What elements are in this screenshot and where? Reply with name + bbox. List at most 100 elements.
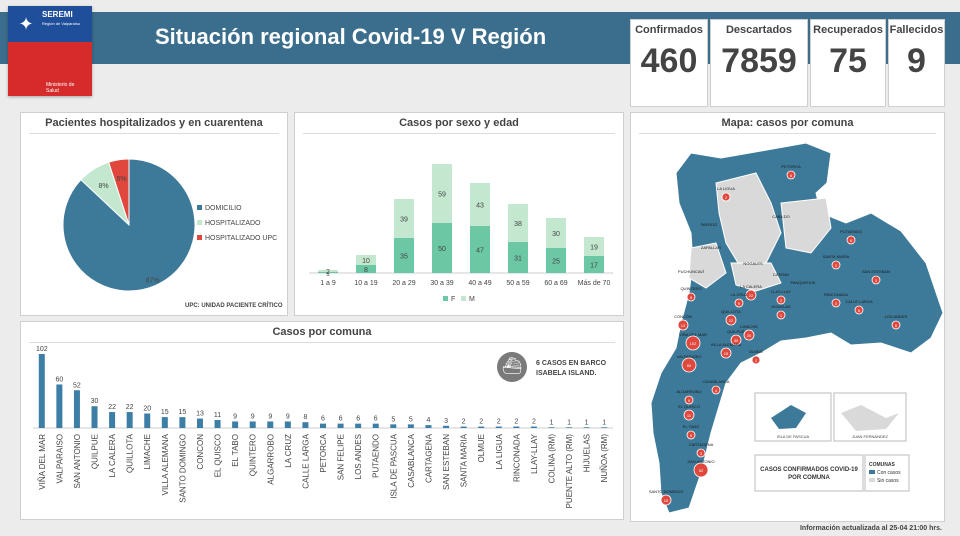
island2-label: JUAN FERNÁNDEZ: [852, 434, 889, 439]
bar-data-label: 9: [233, 413, 237, 420]
map-comuna-label: CARTAGENA: [689, 442, 714, 447]
bar-data-label: 31: [514, 256, 522, 263]
kpi-label: Descartados: [725, 24, 793, 36]
map-case-marker: [725, 314, 737, 326]
comuna-bar-2: [73, 390, 80, 428]
ship-note-line1: 6 CASOS EN BARCO: [536, 360, 607, 367]
x-tick-label: 10 a 19: [354, 280, 377, 287]
divider: [29, 133, 279, 134]
comuna-panel: Casos por comuna 102 VIÑA DEL MAR 60 VALPAR…: [20, 321, 624, 520]
comuna-bar-25: [478, 426, 485, 428]
x-tick-label: PETORCA: [319, 433, 328, 472]
logo-blue-block: [8, 6, 92, 42]
map-case-marker: [786, 170, 796, 180]
map-case-count: 15: [724, 351, 729, 356]
bar-data-label: 10: [362, 258, 370, 265]
kpi-value: 75: [829, 42, 867, 80]
x-tick-label: PUENTE ALTO (RM): [565, 434, 574, 509]
bar-data-label: 2: [532, 419, 536, 426]
ship-note: 6 CASOS EN BARCO ISABELA ISLAND.: [536, 359, 606, 379]
map-comuna-label: SAN ESTEBAN: [862, 269, 890, 274]
map-case-marker: [686, 430, 696, 440]
map-case-marker: [696, 448, 706, 458]
comuna-bar-28: [530, 426, 537, 428]
bar-data-label: 38: [514, 221, 522, 228]
bar-data-label: 43: [476, 203, 484, 210]
comuna-bar-0: [38, 354, 45, 428]
map-case-count: 2: [835, 301, 838, 306]
island-jf-shape: [841, 405, 899, 431]
comuna-bar-23: [443, 425, 450, 428]
comuna-bar-22: [425, 425, 432, 428]
map-case-marker: [743, 329, 755, 341]
comuna-bar-18: [355, 423, 362, 428]
map-case-marker: [721, 192, 731, 202]
legend-swatch-m: [461, 296, 466, 301]
divider: [639, 133, 936, 134]
map-case-marker: [871, 275, 881, 285]
sex-age-title: Casos por sexo y edad: [399, 117, 519, 129]
comuna-bar-12: [249, 421, 256, 428]
x-tick-label: VILLA ALEMANA: [161, 433, 170, 495]
x-tick-label: HIJUELAS: [583, 434, 592, 472]
kpi-value: 460: [640, 42, 698, 80]
map-comuna-label: QUILLOTA: [721, 309, 741, 314]
map-case-count: 9: [738, 301, 741, 306]
kpi-value: 7859: [721, 42, 797, 80]
comuna-bar-15: [302, 422, 309, 428]
pie-chart: 5% 8% 87%: [62, 158, 196, 292]
map-case-count: 2: [780, 298, 783, 303]
bar-data-label: 47: [476, 248, 484, 255]
map-case-count: 13: [681, 323, 686, 328]
comuna-bar-31: [583, 427, 590, 428]
map-case-count: 2: [755, 358, 758, 363]
bar-data-label: 4: [427, 417, 431, 424]
bar-M-0: [318, 270, 338, 272]
x-tick-label: LIMACHE: [143, 434, 152, 470]
legend-swatch: [197, 205, 202, 210]
comuna-bar-20: [390, 424, 397, 428]
bar-data-label: 15: [178, 409, 186, 416]
comuna-bar-17: [337, 423, 344, 428]
x-tick-label: VALPARAISO: [55, 434, 64, 484]
bar-M-4: [470, 183, 490, 226]
region-map: PETORCA 6 LA LIGUA 2 CABILDO PAPUDO ZAPALLAR PU…: [649, 142, 944, 514]
map-comuna-label: VIÑA DEL MAR: [679, 332, 707, 337]
logo-ministry: Ministerio de Salud: [46, 82, 74, 94]
kpi-label: Recuperados: [813, 24, 883, 36]
x-tick-label: SANTA MARIA: [460, 433, 469, 487]
map-case-marker: [734, 298, 744, 308]
kpi-value: 9: [907, 42, 926, 80]
bar-data-label: 39: [400, 217, 408, 224]
bar-data-label: 6: [374, 416, 378, 423]
coat-of-arms-icon: ✦: [18, 14, 34, 34]
comuna-bar-16: [320, 423, 326, 428]
pie-legend-domicilio: DOMICILIO: [197, 205, 242, 212]
x-tick-label: SAN ANTONIO: [73, 434, 82, 489]
legend-swatch: [197, 235, 202, 240]
x-tick-label: SAN FELIPE: [337, 434, 346, 480]
bar-F-6: [546, 248, 566, 273]
bar-M-5: [508, 204, 528, 242]
ship-note-line2: ISABELA ISLAND.: [536, 370, 597, 377]
bar-data-label: 30: [552, 231, 560, 238]
x-tick-label: 30 a 39: [430, 280, 453, 287]
seremi-logo: ✦ SEREMI Región de Valparaíso Ministerio…: [8, 6, 92, 96]
x-tick-label: NUÑOA (RM): [600, 434, 609, 483]
pie-legend-upc: HOSPITALIZADO UPC: [197, 235, 277, 242]
map-key-title: COMUNAS: [869, 462, 895, 468]
map-case-marker: [720, 347, 732, 359]
x-tick-label: 50 a 59: [506, 280, 529, 287]
map-case-marker: [681, 357, 697, 373]
comuna-bar-24: [460, 426, 467, 428]
comuna-bar-19: [372, 423, 379, 428]
map-case-count: 9: [690, 295, 693, 300]
kpi-confirmados: Confirmados 460: [630, 19, 708, 107]
map-comuna-label: PAPUDO: [701, 222, 718, 227]
bar-data-label: 30: [91, 398, 99, 405]
bar-F-7: [584, 256, 604, 273]
bar-M-7: [584, 237, 604, 256]
map-case-marker: [685, 335, 701, 351]
comuna-bar-11: [232, 421, 239, 428]
